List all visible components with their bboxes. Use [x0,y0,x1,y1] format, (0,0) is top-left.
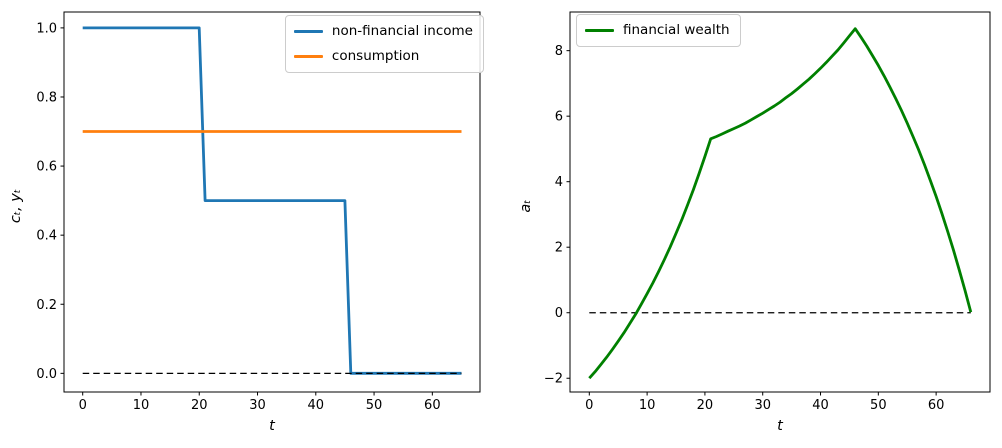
legend-label-consumption: consumption [331,47,420,64]
financial-wealth-line [588,27,973,380]
x-tick-label: 0 [79,398,87,413]
left-legend: non-financial income consumption [284,15,484,73]
right-x-axis-label: t [777,418,783,434]
y-tick-label: 6 [555,110,563,125]
y-tick-label: 0.4 [36,229,57,244]
legend-item-consumption: consumption [293,46,473,67]
consumption-line-swatch [293,55,323,58]
x-tick-label: 50 [366,398,383,413]
right-y-axis-label: aₜ [518,199,534,213]
legend-label-financial-wealth: financial wealth [623,21,730,38]
y-tick-label: 2 [555,241,563,256]
axes-spines [63,11,481,393]
x-tick-label: 20 [191,398,208,413]
y-tick-label: 0 [555,306,563,321]
financial-wealth-line-swatch [585,29,614,32]
x-tick-label: 0 [585,398,593,413]
legend-item-non-financial-income: non-financial income [293,21,473,42]
x-tick-label: 10 [133,398,150,413]
y-tick-label: 0.6 [36,160,57,175]
axes-spines [569,11,991,393]
x-tick-label: 60 [928,398,945,413]
x-tick-label: 20 [697,398,714,413]
x-tick-label: 10 [639,398,656,413]
x-tick-label: 30 [754,398,771,413]
x-tick-label: 50 [870,398,887,413]
y-tick-label: −2 [544,372,563,387]
x-tick-label: 40 [812,398,829,413]
legend-label-non-financial-income: non-financial income [331,22,473,39]
x-tick-label: 40 [308,398,325,413]
y-tick-label: 8 [555,44,563,59]
legend-item-financial-wealth: financial wealth [585,20,730,41]
y-tick-label: 0.8 [36,90,57,105]
y-tick-label: 1.0 [36,21,57,36]
right-legend: financial wealth [576,14,741,47]
y-tick-label: 0.0 [36,367,57,382]
non-financial-income-line-swatch [293,30,323,33]
x-tick-label: 30 [249,398,266,413]
y-tick-label: 4 [555,175,563,190]
left-x-axis-label: t [269,418,275,434]
left-y-axis-label: cₜ, yₜ [8,188,24,224]
x-tick-label: 60 [424,398,441,413]
y-tick-label: 0.2 [36,298,57,313]
